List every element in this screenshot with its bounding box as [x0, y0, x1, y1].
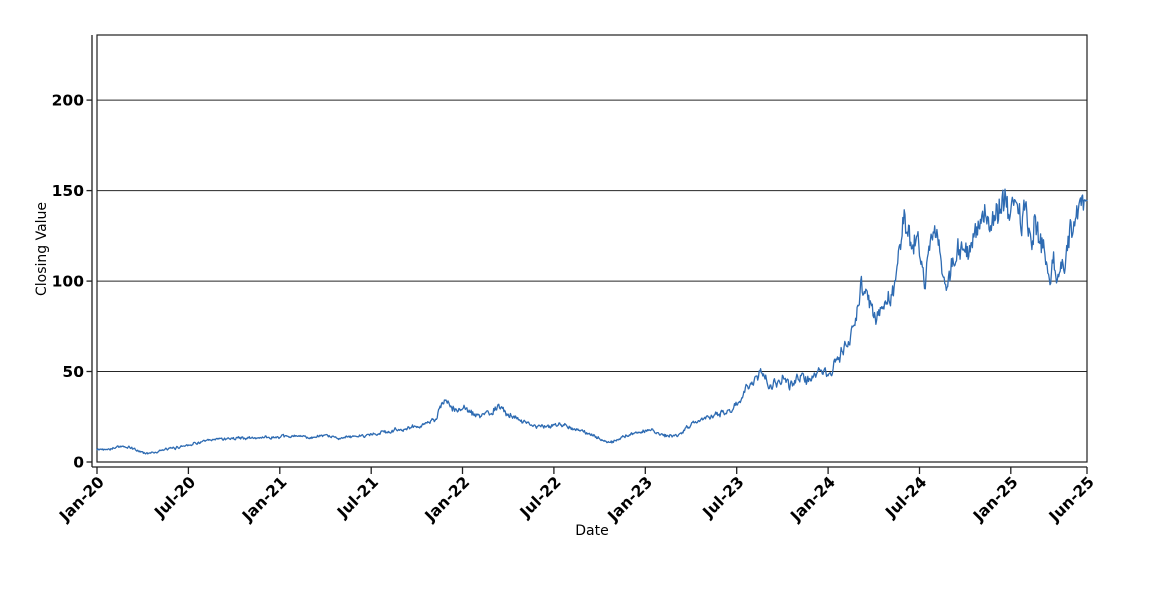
x-tick-label-Jul-21: Jul-21 [333, 473, 382, 522]
gridlines [97, 99, 1087, 372]
x-tick-label-Jul-20: Jul-20 [150, 473, 199, 522]
x-axis-ticks [96, 467, 1088, 474]
x-tick-label-Jan-23: Jan-23 [604, 473, 657, 526]
y-tick-label-100: 100 [52, 273, 85, 291]
y-axis-title: Closing Value [34, 202, 50, 296]
y-tick-label-0: 0 [73, 454, 84, 472]
plot-frame [96, 34, 1088, 463]
x-tick-label-Jul-23: Jul-23 [699, 473, 748, 522]
series-line-closing-value [96, 188, 1088, 455]
y-axis-tick-labels: 0 50 100 150 200 [52, 92, 85, 472]
x-tick-label-Jul-24: Jul-24 [881, 473, 930, 522]
x-axis-tick-labels: Jan-20 Jul-20 Jan-21 Jul-21 Jan-22 Jul-22 Jan-… [55, 473, 1098, 526]
x-tick-label-Jun-25: Jun-25 [1045, 473, 1098, 526]
x-axis-title: Date [575, 523, 608, 539]
y-tick-label-200: 200 [52, 92, 85, 110]
y-tick-label-50: 50 [62, 363, 84, 381]
x-tick-label-Jan-20: Jan-20 [55, 473, 108, 526]
x-tick-label-Jan-25: Jan-25 [969, 473, 1022, 526]
y-tick-label-150: 150 [52, 182, 85, 200]
x-tick-label-Jan-21: Jan-21 [238, 473, 291, 526]
y-axis-ticks [86, 99, 92, 463]
x-tick-label-Jan-24: Jan-24 [786, 473, 839, 526]
x-tick-label-Jan-22: Jan-22 [421, 473, 474, 526]
x-tick-label-Jul-22: Jul-22 [516, 473, 565, 522]
